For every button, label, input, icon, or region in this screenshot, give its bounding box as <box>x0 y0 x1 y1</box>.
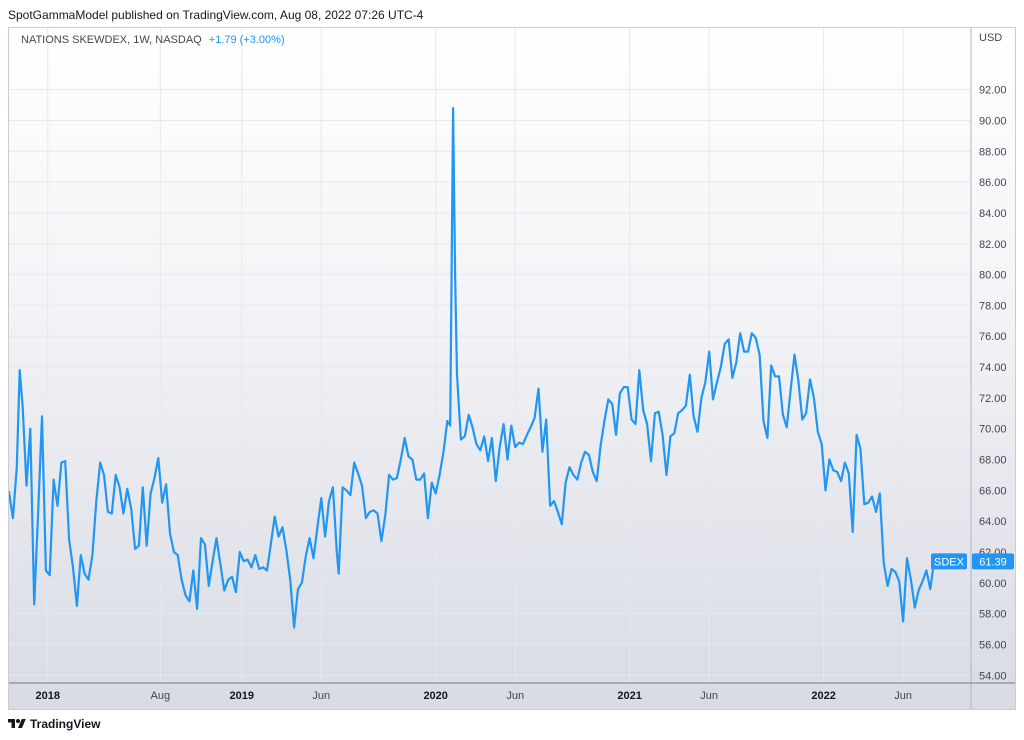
x-tick-label: 2020 <box>423 690 447 702</box>
last-price-badge[interactable] <box>972 553 1014 570</box>
y-tick-label: 76.00 <box>979 331 1007 343</box>
y-tick-label: 58.00 <box>979 609 1007 621</box>
symbol-badge[interactable] <box>931 553 967 570</box>
y-tick-label: 92.00 <box>979 85 1007 97</box>
tradingview-brand[interactable]: TradingView <box>8 717 100 731</box>
x-tick-label: 2021 <box>617 690 641 702</box>
y-tick-label: 64.00 <box>979 516 1007 528</box>
chart-legend[interactable]: NATIONS SKEWDEX, 1W, NASDAQ +1.79 (+3.00… <box>21 34 285 46</box>
y-tick-label: 74.00 <box>979 362 1007 374</box>
y-tick-label: 88.00 <box>979 146 1007 158</box>
last-price-label: 61.39 <box>979 556 1007 568</box>
y-tick-label: 78.00 <box>979 300 1007 312</box>
x-tick-label: 2022 <box>811 690 835 702</box>
line-chart[interactable]: 54.0056.0058.0060.0062.0064.0066.0068.00… <box>9 28 1015 709</box>
currency-label: USD <box>979 32 1002 44</box>
symbol-badge-label: SDEX <box>934 556 965 568</box>
legend-symbol: NATIONS SKEWDEX, 1W, NASDAQ <box>21 34 202 46</box>
brand-name: TradingView <box>30 717 101 731</box>
legend-change: +1.79 (+3.00%) <box>208 34 285 46</box>
series-line-sdex[interactable] <box>9 107 936 629</box>
chart-panel[interactable]: 54.00 56.00 58.00 60.00 62.00 64.00 66.00 68.00… <box>8 27 1016 710</box>
x-tick-label: 2019 <box>229 690 253 702</box>
tradingview-logo-icon <box>8 719 26 728</box>
y-tick-label: 68.00 <box>979 455 1007 467</box>
x-tick-label: Jun <box>312 690 330 702</box>
y-tick-label: 80.00 <box>979 270 1007 282</box>
y-tick-label: 86.00 <box>979 177 1007 189</box>
x-tick-label: Aug <box>150 690 170 702</box>
y-tick-label: 60.00 <box>979 578 1007 590</box>
y-tick-label: 54.00 <box>979 670 1007 682</box>
y-tick-label: 56.00 <box>979 639 1007 651</box>
y-tick-label: 72.00 <box>979 393 1007 405</box>
y-tick-label: 70.00 <box>979 424 1007 436</box>
x-tick-label: 2018 <box>36 690 60 702</box>
x-tick-label: Jun <box>700 690 718 702</box>
publish-info: SpotGammaModel published on TradingView.… <box>8 8 424 22</box>
y-tick-label: 84.00 <box>979 208 1007 220</box>
y-tick-label: 90.00 <box>979 115 1007 127</box>
x-tick-label: Jun <box>506 690 524 702</box>
y-tick-label: 66.00 <box>979 485 1007 497</box>
x-tick-label: Jun <box>894 690 912 702</box>
y-tick-label: 82.00 <box>979 239 1007 251</box>
